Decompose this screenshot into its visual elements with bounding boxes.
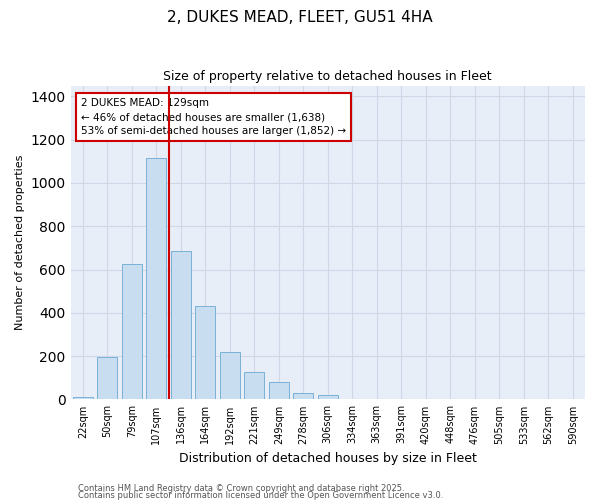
Bar [97, 357, 117, 400]
Bar [73, 398, 92, 400]
Bar [196, 306, 215, 400]
Bar [220, 352, 239, 400]
Y-axis label: Number of detached properties: Number of detached properties [15, 155, 25, 330]
Bar [318, 395, 338, 400]
X-axis label: Distribution of detached houses by size in Fleet: Distribution of detached houses by size … [179, 452, 477, 465]
Bar [146, 158, 166, 400]
Text: Contains HM Land Registry data © Crown copyright and database right 2025.: Contains HM Land Registry data © Crown c… [78, 484, 404, 493]
Bar [244, 372, 264, 400]
Bar [269, 382, 289, 400]
Bar [293, 393, 313, 400]
Bar [122, 264, 142, 400]
Bar [171, 251, 191, 400]
Text: 2, DUKES MEAD, FLEET, GU51 4HA: 2, DUKES MEAD, FLEET, GU51 4HA [167, 10, 433, 25]
Text: 2 DUKES MEAD: 129sqm
← 46% of detached houses are smaller (1,638)
53% of semi-de: 2 DUKES MEAD: 129sqm ← 46% of detached h… [81, 98, 346, 136]
Text: Contains public sector information licensed under the Open Government Licence v3: Contains public sector information licen… [78, 491, 443, 500]
Title: Size of property relative to detached houses in Fleet: Size of property relative to detached ho… [163, 70, 492, 83]
